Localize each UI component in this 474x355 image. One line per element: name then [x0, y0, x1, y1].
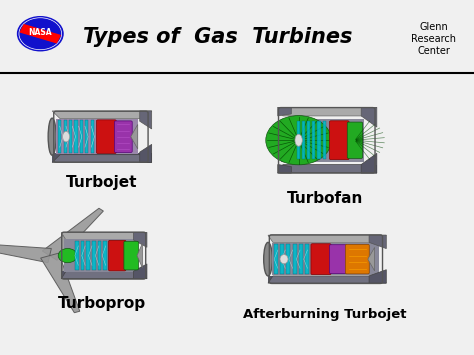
FancyBboxPatch shape	[114, 121, 132, 152]
Polygon shape	[369, 235, 386, 248]
FancyArrow shape	[20, 25, 60, 43]
Polygon shape	[278, 107, 292, 116]
FancyBboxPatch shape	[346, 244, 369, 274]
Polygon shape	[0, 243, 51, 263]
Polygon shape	[302, 121, 305, 159]
Polygon shape	[103, 241, 107, 271]
Polygon shape	[92, 241, 96, 271]
FancyBboxPatch shape	[56, 119, 138, 154]
Polygon shape	[268, 276, 386, 283]
Polygon shape	[268, 276, 386, 283]
Circle shape	[58, 248, 77, 263]
Text: Types of  Gas  Turbines: Types of Gas Turbines	[83, 27, 353, 47]
Ellipse shape	[264, 242, 272, 276]
FancyBboxPatch shape	[109, 240, 126, 271]
FancyBboxPatch shape	[0, 0, 474, 73]
Ellipse shape	[63, 131, 70, 142]
Polygon shape	[268, 235, 386, 242]
Polygon shape	[361, 153, 377, 173]
FancyBboxPatch shape	[329, 121, 349, 160]
Polygon shape	[297, 121, 300, 159]
Polygon shape	[278, 107, 377, 116]
FancyBboxPatch shape	[124, 241, 138, 270]
Polygon shape	[292, 244, 297, 274]
FancyBboxPatch shape	[347, 122, 363, 158]
FancyBboxPatch shape	[311, 244, 331, 274]
Text: Turboprop: Turboprop	[58, 296, 146, 311]
Ellipse shape	[280, 255, 288, 264]
Polygon shape	[278, 165, 377, 173]
Polygon shape	[368, 247, 374, 271]
Polygon shape	[305, 244, 309, 274]
Polygon shape	[42, 208, 103, 260]
Circle shape	[18, 17, 63, 51]
Polygon shape	[140, 111, 152, 129]
Ellipse shape	[295, 134, 302, 146]
Polygon shape	[133, 264, 147, 279]
Polygon shape	[278, 164, 377, 173]
Ellipse shape	[48, 118, 56, 155]
Polygon shape	[58, 120, 61, 153]
Circle shape	[266, 116, 331, 165]
Polygon shape	[62, 271, 147, 279]
Polygon shape	[74, 120, 78, 153]
Polygon shape	[286, 244, 291, 274]
Polygon shape	[75, 241, 79, 271]
Polygon shape	[133, 233, 147, 247]
Polygon shape	[85, 120, 88, 153]
Polygon shape	[323, 121, 326, 159]
Polygon shape	[64, 120, 67, 153]
Polygon shape	[131, 124, 138, 149]
Polygon shape	[62, 271, 147, 279]
Polygon shape	[312, 121, 315, 159]
Polygon shape	[299, 244, 303, 274]
Polygon shape	[81, 241, 84, 271]
Text: Turbofan: Turbofan	[286, 191, 363, 206]
Polygon shape	[369, 270, 386, 283]
Polygon shape	[280, 244, 284, 274]
Polygon shape	[140, 144, 152, 162]
Text: Afterburning Turbojet: Afterburning Turbojet	[243, 308, 406, 321]
Polygon shape	[361, 107, 377, 127]
FancyBboxPatch shape	[329, 245, 347, 274]
Polygon shape	[278, 164, 292, 173]
Polygon shape	[80, 120, 83, 153]
Polygon shape	[52, 155, 152, 162]
Text: Turbojet: Turbojet	[66, 175, 137, 190]
Text: Glenn
Research
Center: Glenn Research Center	[411, 22, 456, 56]
Polygon shape	[98, 241, 101, 271]
Polygon shape	[274, 244, 278, 274]
Polygon shape	[41, 253, 80, 313]
Text: NASA: NASA	[28, 28, 52, 37]
FancyBboxPatch shape	[97, 120, 116, 153]
Polygon shape	[91, 120, 94, 153]
Polygon shape	[318, 121, 320, 159]
Polygon shape	[52, 111, 152, 119]
Polygon shape	[62, 233, 147, 240]
Polygon shape	[69, 120, 72, 153]
FancyBboxPatch shape	[281, 119, 365, 162]
Polygon shape	[307, 121, 310, 159]
FancyBboxPatch shape	[272, 243, 379, 275]
FancyBboxPatch shape	[64, 239, 138, 272]
Polygon shape	[86, 241, 90, 271]
Polygon shape	[137, 243, 142, 268]
FancyBboxPatch shape	[52, 153, 152, 162]
